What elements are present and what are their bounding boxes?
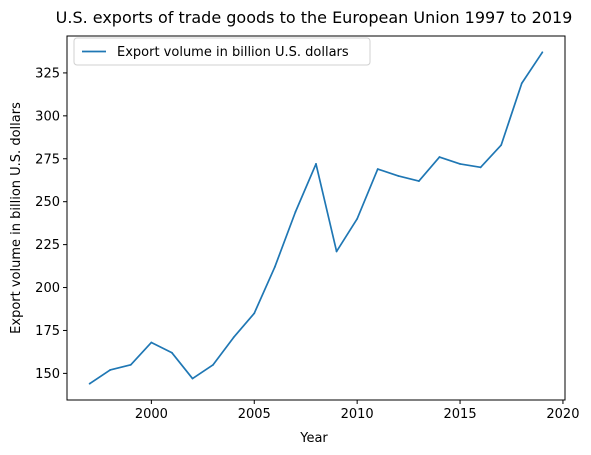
data-point [212,363,215,366]
y-tick-label: 175 [35,324,60,339]
y-axis-ticks: 150 175 200 225 250 275 300 325 [35,66,67,382]
y-tick-label: 325 [35,66,60,81]
data-point [109,369,112,371]
x-axis-label: Year [299,431,328,446]
x-tick-label: 2010 [341,407,374,422]
x-tick-label: 2005 [238,407,271,422]
data-point [150,341,153,344]
plot-area: 2000 2005 2010 2015 2020 150 175 200 225 250 275 3… [35,35,579,422]
y-tick-label: 250 [35,195,60,210]
data-point [479,166,482,169]
data-point [356,217,359,220]
chart-title: U.S. exports of trade goods to the Europ… [56,8,573,27]
x-tick-label: 2015 [444,407,477,422]
data-point [191,377,194,380]
data-point [438,156,441,158]
x-tick-label: 2000 [135,407,168,422]
data-point [129,363,132,366]
x-axis-ticks: 2000 2005 2010 2015 2020 [135,400,579,422]
data-point [335,250,338,253]
data-point [520,82,523,85]
data-point [417,180,420,182]
data-point [232,336,235,339]
data-point [541,51,544,54]
data-point [315,163,317,165]
legend-box [73,37,371,66]
axes-frame [66,35,566,401]
series-line [89,51,544,385]
data-point [171,351,173,354]
x-tick-label: 2020 [546,407,579,422]
y-tick-label: 275 [35,152,60,167]
y-axis-label: Export volume in billion U.S. dollars [9,102,24,334]
y-tick-label: 150 [35,367,60,382]
data-point [294,211,297,213]
data-point [459,163,461,165]
y-tick-label: 200 [35,281,60,296]
y-tick-label: 300 [35,109,60,124]
data-point [397,175,400,177]
data-point [273,266,276,268]
legend-label: Export volume in billion U.S. dollars [117,45,349,60]
data-point [253,312,256,315]
data-point [376,168,379,170]
data-point [500,144,503,146]
y-tick-label: 225 [35,238,60,253]
data-point [88,382,91,385]
series-group [88,51,544,385]
legend: Export volume in billion U.S. dollars [73,37,371,66]
